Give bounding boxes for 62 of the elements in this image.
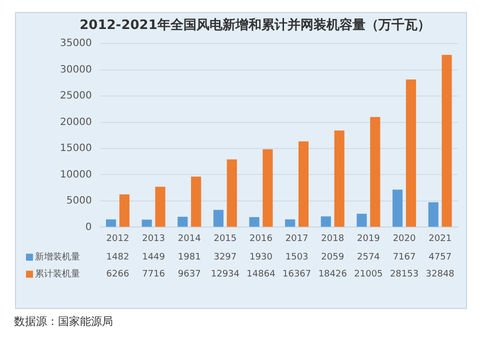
- bar: [406, 80, 416, 227]
- y-tick-label: 10000: [60, 169, 92, 180]
- data-label: 18426: [318, 270, 348, 280]
- x-tick-label: 2013: [142, 234, 165, 244]
- x-tick-label: 2018: [321, 234, 344, 244]
- data-label: 3297: [214, 252, 237, 263]
- bar: [106, 219, 116, 227]
- bar: [155, 186, 166, 227]
- bar: [428, 202, 438, 227]
- bar: [356, 214, 367, 227]
- data-label: 21005: [354, 270, 383, 280]
- bar: [213, 210, 224, 227]
- bar: [370, 117, 380, 227]
- data-label: 1930: [250, 252, 273, 263]
- bar: [442, 54, 452, 227]
- data-label: 2574: [357, 252, 380, 263]
- x-tick-label: 2012: [106, 234, 130, 244]
- bar: [392, 190, 403, 227]
- y-tick-label: 0: [85, 222, 92, 233]
- data-label: 1449: [142, 252, 166, 263]
- bar: [226, 159, 237, 227]
- bar: [142, 220, 152, 227]
- x-tick-label: 2016: [250, 234, 273, 244]
- data-label: 7716: [142, 270, 166, 280]
- data-label: 1503: [285, 252, 308, 263]
- data-label: 7167: [392, 252, 416, 263]
- data-label: 9637: [178, 270, 201, 280]
- x-tick-label: 2019: [357, 234, 380, 244]
- y-tick-label: 30000: [60, 64, 92, 76]
- bar: [298, 141, 309, 227]
- y-tick-label: 20000: [60, 116, 92, 128]
- bar: [119, 194, 130, 227]
- x-tick-label: 2020: [392, 234, 416, 244]
- bar: [178, 216, 188, 227]
- x-tick-label: 2021: [428, 234, 452, 244]
- bar: [285, 219, 296, 227]
- data-label: 28153: [390, 270, 419, 280]
- bar: [320, 216, 331, 227]
- bar: [191, 176, 202, 227]
- y-tick-label: 15000: [60, 143, 92, 154]
- y-tick-label: 5000: [66, 196, 92, 207]
- y-tick-label: 35000: [60, 38, 92, 50]
- x-tick-label: 2017: [285, 234, 308, 244]
- text: 数据源：国家能源局: [14, 314, 113, 328]
- data-label: 1981: [178, 252, 201, 263]
- data-label: 32848: [426, 270, 455, 280]
- data-label: 2059: [321, 252, 344, 263]
- bar: [334, 130, 344, 227]
- data-label: 16367: [282, 270, 312, 280]
- data-label: 1482: [106, 252, 130, 263]
- x-tick-label: 2014: [178, 234, 202, 244]
- legend-label: 累计装机量: [35, 268, 80, 280]
- data-label: 6266: [106, 270, 130, 280]
- bar: [249, 217, 260, 227]
- data-label: 12934: [210, 270, 240, 280]
- legend-label: 新增装机量: [35, 252, 80, 263]
- data-label: 4757: [428, 252, 452, 263]
- bar: [262, 149, 273, 227]
- y-tick-label: 25000: [60, 90, 92, 102]
- x-tick-label: 2015: [214, 234, 237, 244]
- data-label: 14864: [246, 270, 276, 280]
- chart-title: 2012-2021年全国风电新增和累计并网装机容量（万千瓦）: [80, 17, 430, 34]
